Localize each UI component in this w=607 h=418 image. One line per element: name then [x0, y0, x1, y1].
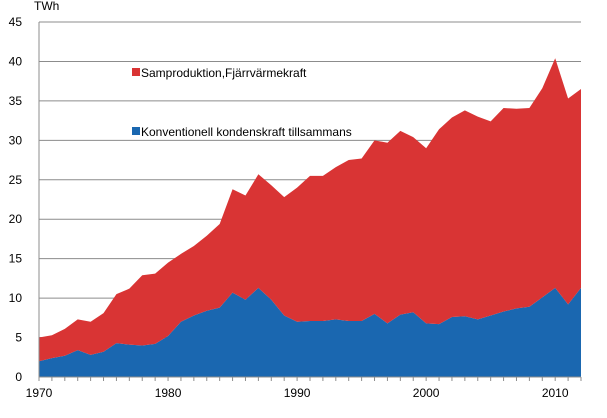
y-tick-label: 25	[9, 173, 23, 187]
legend: Samproduktion,Fjärrvärmekraft Konvention…	[132, 66, 352, 139]
y-axis-label: TWh	[34, 0, 59, 13]
y-tick-label: 45	[9, 15, 23, 29]
y-tick-label: 30	[9, 133, 23, 147]
x-tick-label: 2010	[542, 386, 569, 400]
axes: 0 5 10 15 20 25 30 35 40 45 1970 1980 1990 2000 2010	[9, 15, 582, 400]
y-tick-label: 40	[9, 54, 23, 68]
x-tick-label: 1990	[284, 386, 311, 400]
legend-swatch-samproduktion	[132, 68, 140, 76]
area-series-0	[39, 287, 581, 377]
x-tick-label: 1970	[26, 386, 53, 400]
y-tick-label: 10	[9, 291, 23, 305]
areas	[39, 58, 581, 377]
x-tick-label: 2000	[413, 386, 440, 400]
legend-label-konventionell: Konventionell kondenskraft tillsammans	[141, 125, 352, 139]
legend-label-samproduktion: Samproduktion,Fjärrvärmekraft	[141, 66, 307, 80]
y-tick-label: 5	[15, 331, 22, 345]
y-tick-label: 0	[15, 370, 22, 384]
y-tick-label: 20	[9, 212, 23, 226]
x-tick-label: 1980	[155, 386, 182, 400]
y-tick-label: 15	[9, 252, 23, 266]
y-tick-label: 35	[9, 94, 23, 108]
legend-swatch-konventionell	[132, 127, 140, 135]
area-series-1	[39, 58, 581, 362]
